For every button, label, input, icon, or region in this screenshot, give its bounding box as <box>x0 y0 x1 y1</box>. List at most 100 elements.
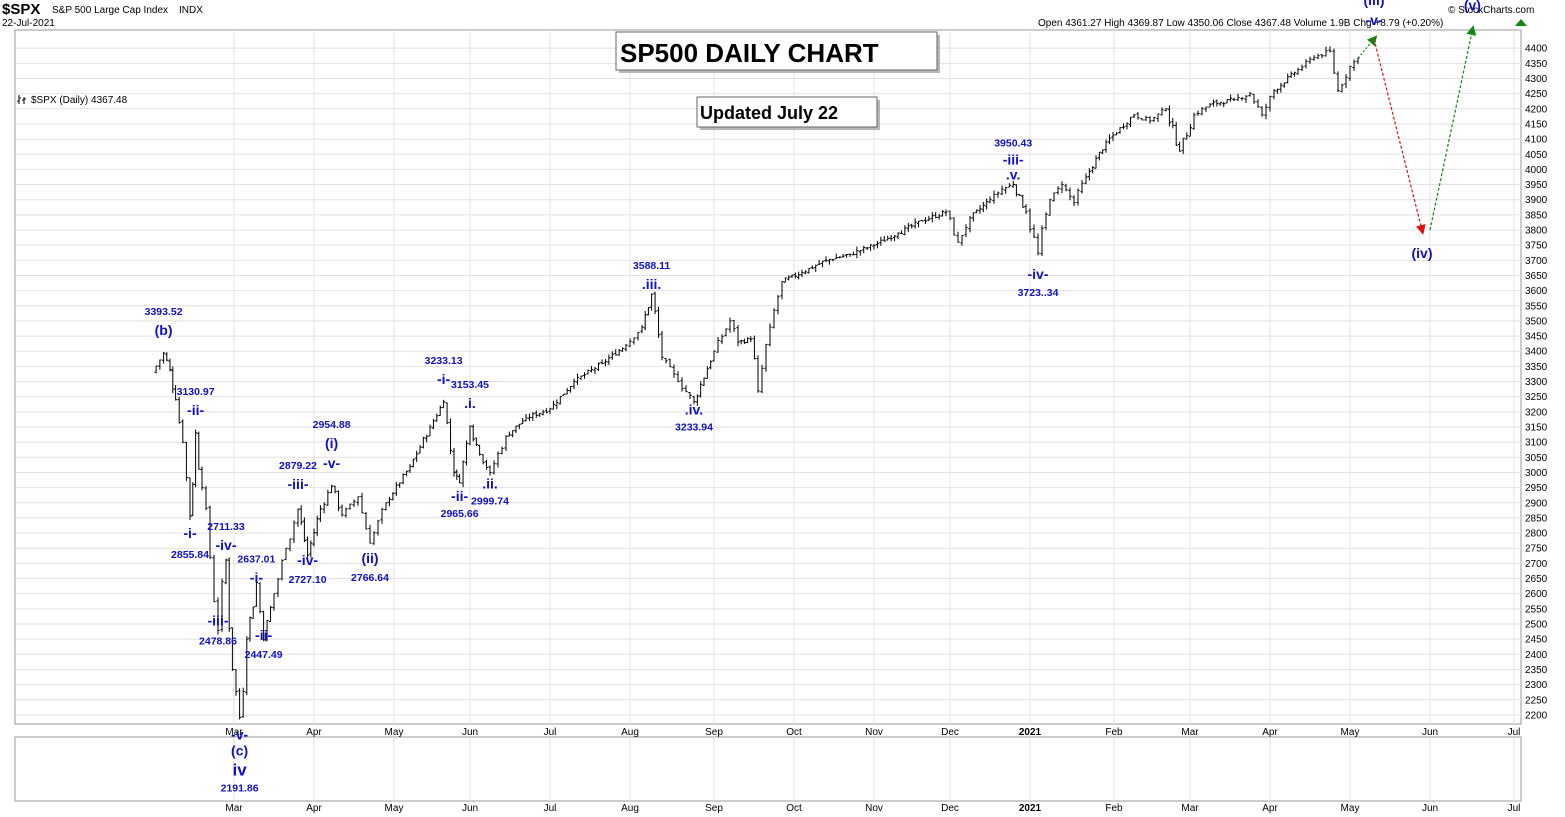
x-tick-label: Apr <box>1262 727 1278 738</box>
price-annotation: 2711.33 <box>207 521 245 533</box>
ohlc-bar <box>538 412 542 417</box>
y-tick-label: 3900 <box>1525 195 1548 206</box>
ohlc-bar <box>234 669 238 696</box>
ohlc-bar <box>1094 155 1098 169</box>
wave-label: iv <box>233 760 248 779</box>
wave-label: -ii- <box>187 402 204 418</box>
x-tick-label: Aug <box>621 727 639 738</box>
ohlc-bar <box>589 366 594 373</box>
ohlc-bar <box>404 470 409 477</box>
x-tick-label-bottom: Mar <box>1181 803 1199 814</box>
ohlc-bar <box>927 215 931 222</box>
ohlc-bar <box>1007 183 1012 188</box>
ohlc-bar <box>326 489 330 506</box>
ohlc-bar <box>184 441 188 481</box>
ohlc-bar <box>1204 106 1208 112</box>
ohlc-bar <box>688 391 692 399</box>
ohlc-bar <box>996 191 1000 198</box>
ohlc-bar <box>1236 93 1240 101</box>
x-tick-label-bottom: Nov <box>865 803 883 814</box>
ohlc-bar <box>940 209 945 217</box>
ohlc-bar <box>1248 91 1252 97</box>
ohlc-bar <box>1240 96 1244 101</box>
ohlc-bar <box>787 275 791 281</box>
price-annotation: 3153.45 <box>451 379 489 391</box>
ohlc-bar <box>504 435 508 452</box>
ohlc-bar <box>800 269 804 278</box>
ohlc-bar <box>280 559 284 581</box>
price-annotation: 2855.84 <box>171 549 209 561</box>
y-tick-label: 2200 <box>1525 710 1548 721</box>
ohlc-bar <box>288 538 292 552</box>
ohlc-bar <box>1021 194 1025 208</box>
ohlc-bar <box>879 236 883 246</box>
ohlc-bar <box>610 351 614 360</box>
ohlc-bar <box>607 354 611 366</box>
ohlc-bar <box>1188 123 1192 137</box>
ohlc-bar <box>241 687 245 718</box>
ohlc-bar <box>168 358 172 372</box>
ohlc-bar <box>333 485 337 494</box>
ohlc-bar <box>872 244 876 250</box>
ohlc-bar <box>1160 107 1164 116</box>
ohlc-bar <box>418 445 422 454</box>
ohlc-bar <box>1097 151 1101 161</box>
ohlc-bar <box>742 338 746 345</box>
ohlc-bar <box>680 377 684 392</box>
ohlc-bar <box>930 211 934 223</box>
y-tick-label: 4000 <box>1525 165 1548 176</box>
y-tick-label: 3250 <box>1525 392 1548 403</box>
ohlc-bar <box>1185 132 1189 140</box>
ohlc-bar <box>614 349 618 356</box>
ohlc-bar <box>807 267 811 274</box>
ohlc-bar <box>803 270 808 275</box>
wave-label: .iii. <box>642 276 661 292</box>
price-annotation: 2766.64 <box>351 572 389 584</box>
ohlc-bar <box>336 490 341 512</box>
ohlc-bar <box>841 253 845 258</box>
ohlc-bar <box>1178 141 1182 152</box>
ohlc-bar <box>572 378 576 390</box>
y-tick-label: 4100 <box>1525 135 1548 146</box>
ohlc-bar <box>948 210 952 221</box>
y-tick-label: 3550 <box>1525 301 1548 312</box>
ohlc-bar <box>760 364 764 393</box>
ohlc-bar <box>913 218 917 229</box>
ohlc-bar <box>858 250 862 256</box>
y-tick-label: 3850 <box>1525 210 1548 221</box>
ohlc-bar <box>906 222 910 233</box>
x-tick-label: Nov <box>865 727 883 738</box>
ohlc-bar <box>848 253 852 257</box>
y-tick-label: 3800 <box>1525 226 1548 237</box>
price-annotation: 2727.10 <box>289 574 327 586</box>
price-annotation: 3393.52 <box>145 306 183 318</box>
x-axis-top: Mar Apr May Jun Jul Aug Sep Oct Nov Dec 2021 Feb Mar… <box>225 727 1521 738</box>
ohlc-bar <box>855 246 859 259</box>
wave-label: (iv) <box>1412 245 1433 261</box>
price-annotation: 3233.13 <box>425 355 463 367</box>
ohlc-bar <box>889 234 893 242</box>
ohlc-bar <box>1040 225 1044 257</box>
ohlc-bar <box>360 492 364 514</box>
ohlc-bar <box>524 413 528 422</box>
ohlc-bar <box>376 519 380 536</box>
ohlc-bar <box>960 235 964 246</box>
projection-down-arrow <box>1373 38 1426 235</box>
ohlc-bar <box>238 688 242 720</box>
wave-label: .v. <box>1006 166 1021 182</box>
x-tick-label-bottom: Apr <box>1262 803 1278 814</box>
wave-label: (c) <box>231 742 248 758</box>
ohlc-bar <box>1256 99 1260 108</box>
y-tick-label: 2450 <box>1525 635 1548 646</box>
ohlc-bar <box>1192 112 1196 130</box>
ohlc-bar <box>632 337 636 345</box>
x-tick-label-bottom: Jul <box>544 803 557 814</box>
ohlc-bar <box>920 220 924 222</box>
ohlc-bar <box>1336 71 1340 93</box>
ohlc-bar <box>387 496 392 507</box>
ohlc-bar <box>438 405 442 416</box>
x-tick-label: Jul <box>1508 727 1521 738</box>
ohlc-bar <box>1208 103 1212 108</box>
ohlc-bar <box>272 593 276 611</box>
ohlc-bar <box>1244 95 1248 103</box>
